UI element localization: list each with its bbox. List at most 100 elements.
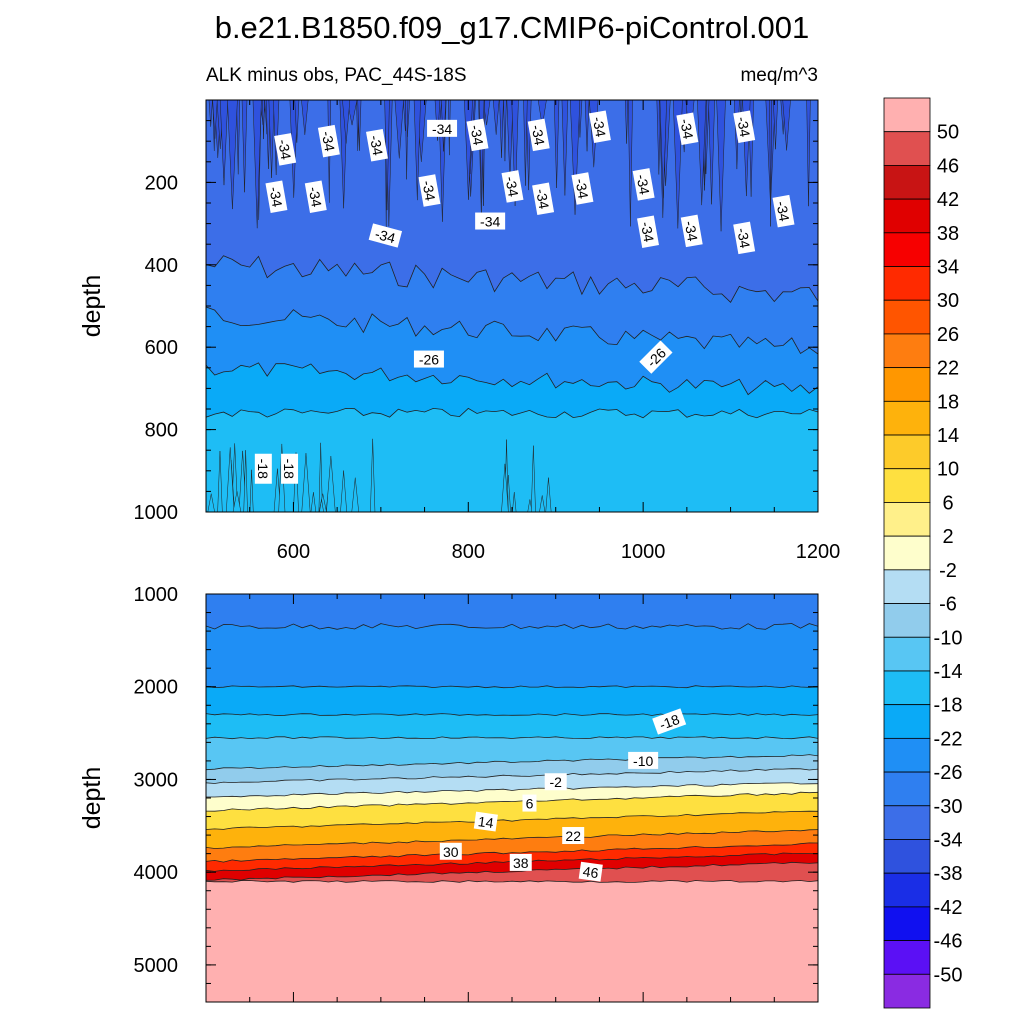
contour-spike [553, 100, 560, 188]
contour-spike [584, 100, 590, 152]
colorbar-swatch [883, 670, 931, 706]
contour-line [206, 623, 818, 630]
colorbar-swatch [883, 535, 931, 571]
colorbar-label: 50 [937, 122, 959, 144]
y-tick-label: 400 [145, 255, 178, 277]
colorbar-swatch [883, 333, 931, 369]
colorbar-swatch [883, 704, 931, 739]
contour-label: -18 [254, 453, 272, 484]
contour-spike [340, 470, 347, 512]
contour-spike [236, 100, 241, 175]
contour-line [206, 754, 818, 771]
contour-label: -34 [588, 110, 611, 143]
contour-label-text: -34 [590, 115, 609, 138]
contour-line [206, 306, 818, 355]
y-tick-label: 1000 [134, 584, 179, 606]
contour-spike [405, 100, 409, 180]
contour-label: -34 [680, 214, 703, 248]
contour-label: -34 [501, 170, 524, 203]
contour-label-text: 22 [565, 828, 581, 844]
colorbar-swatch [883, 367, 931, 402]
contour-label-text: -34 [572, 177, 591, 200]
contour-line [206, 880, 818, 883]
colorbar-label: 14 [937, 425, 959, 447]
colorbar-label: 38 [937, 223, 959, 245]
contour-line [206, 407, 818, 419]
contour-spike [627, 100, 633, 227]
contour-spike [241, 100, 248, 193]
contour-label: -34 [368, 223, 403, 248]
y-axis-label: depth [78, 275, 106, 338]
contour-label: 30 [439, 842, 462, 860]
contour-label: -34 [637, 215, 659, 249]
contour-label-text: -18 [657, 711, 682, 733]
contour-label-text: -34 [773, 200, 792, 223]
x-tick-label: 1200 [796, 541, 841, 563]
contour-spike [523, 100, 528, 186]
contour-label: -34 [527, 118, 550, 152]
contour-label: -34 [427, 119, 458, 137]
contour-spike [539, 495, 546, 512]
contour-spike [806, 100, 811, 207]
contour-label-text: -18 [255, 459, 271, 479]
contour-spike [512, 491, 517, 512]
contour-line [206, 842, 818, 863]
contour-spike [342, 100, 351, 144]
colorbar-label: 10 [937, 459, 959, 481]
contour-label: -26 [413, 350, 444, 368]
contour-label-text: -34 [734, 227, 753, 250]
contour-line [206, 713, 818, 716]
y-tick-label: 3000 [134, 769, 179, 791]
contour-label: -34 [733, 110, 756, 143]
contour-label: 22 [562, 827, 585, 845]
colorbar-swatch [883, 299, 931, 335]
contour-label-text: -34 [533, 188, 552, 211]
contour-label-text: 6 [526, 796, 534, 812]
contour-spike [625, 100, 629, 144]
contour-label: -34 [676, 112, 699, 146]
contour-line [206, 768, 818, 784]
contour-line [206, 861, 818, 881]
contour-spike [413, 100, 421, 201]
colorbar-label: -42 [934, 897, 963, 919]
contour-spike [511, 100, 519, 206]
contour-spike [318, 442, 323, 512]
contour-label-text: -34 [432, 121, 452, 137]
contour-spike [252, 100, 262, 229]
contour-spike [394, 100, 404, 159]
colorbar-swatch [883, 468, 931, 503]
contour-spike [503, 100, 507, 162]
contour-spike [232, 491, 242, 512]
upper-contour-panel: -34-34 -34 -34 -34 -34 -34 -34 -34-34 -34 -34 -34-… [78, 99, 841, 563]
colorbar-label: -46 [934, 931, 963, 953]
contour-spike [301, 453, 311, 512]
colorbar-label: 2 [942, 526, 953, 548]
contour-label-text: 46 [582, 863, 600, 881]
contour-label-text: 38 [513, 855, 529, 871]
figure-title: b.e21.B1850.f09_g17.CMIP6-piControl.001 [215, 10, 810, 45]
contour-label: -10 [628, 751, 659, 769]
contour-label-text: -34 [275, 138, 294, 161]
y-tick-label: 4000 [134, 862, 179, 884]
contour-label: -34 [772, 194, 795, 228]
contour-spike [207, 493, 215, 512]
lower-contour-panel: -18 -10 -2 6 14 22 30 38 46 1000 2000 3000 4000 5000 d… [78, 584, 819, 1003]
contour-label: -34 [466, 118, 489, 152]
contour-spike [545, 477, 552, 512]
x-tick-label: 1000 [621, 541, 666, 563]
contour-spike [782, 100, 791, 151]
contour-spike [569, 100, 581, 215]
colorbar-swatch [883, 603, 931, 638]
contour-label-text: -34 [634, 173, 653, 196]
colorbar-label: 46 [937, 155, 959, 177]
contour-label-text: -2 [549, 774, 562, 790]
colorbar-label: -2 [939, 560, 957, 582]
colorbar-swatch [883, 839, 931, 874]
colorbar-label: -50 [934, 964, 963, 986]
contour-spike [561, 100, 569, 196]
contour-spike [268, 100, 275, 178]
colorbar-swatch [883, 434, 931, 470]
contour-label: 38 [509, 853, 532, 871]
contour-label-text: -34 [419, 179, 438, 202]
